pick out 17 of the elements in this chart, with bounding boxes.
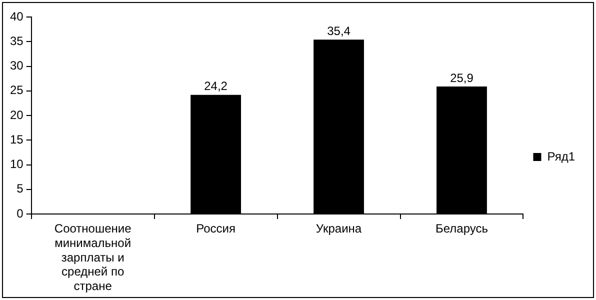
- y-tick-label: 5: [16, 182, 24, 196]
- y-tick-label: 30: [10, 58, 24, 73]
- y-tick-label: 40: [10, 9, 24, 24]
- y-tick-label: 25: [10, 83, 24, 98]
- data-label: 24,2: [204, 79, 228, 94]
- y-tick-label: 15: [10, 132, 24, 146]
- data-label: 25,9: [450, 70, 474, 85]
- data-label: 35,4: [327, 24, 351, 38]
- x-tick-label: Беларусь: [435, 222, 488, 236]
- y-tick-label: 20: [10, 108, 24, 122]
- x-tick-label: Украина: [316, 222, 362, 236]
- y-tick-label: 10: [10, 157, 24, 172]
- legend-label: Ряд1: [547, 149, 576, 164]
- y-tick-label: 0: [16, 206, 24, 220]
- x-tick-label: Россия: [196, 222, 236, 236]
- y-tick-label: 35: [10, 34, 24, 48]
- x-tick-label: Соотношение минимальной зарплаты и средней по стране: [54, 222, 132, 294]
